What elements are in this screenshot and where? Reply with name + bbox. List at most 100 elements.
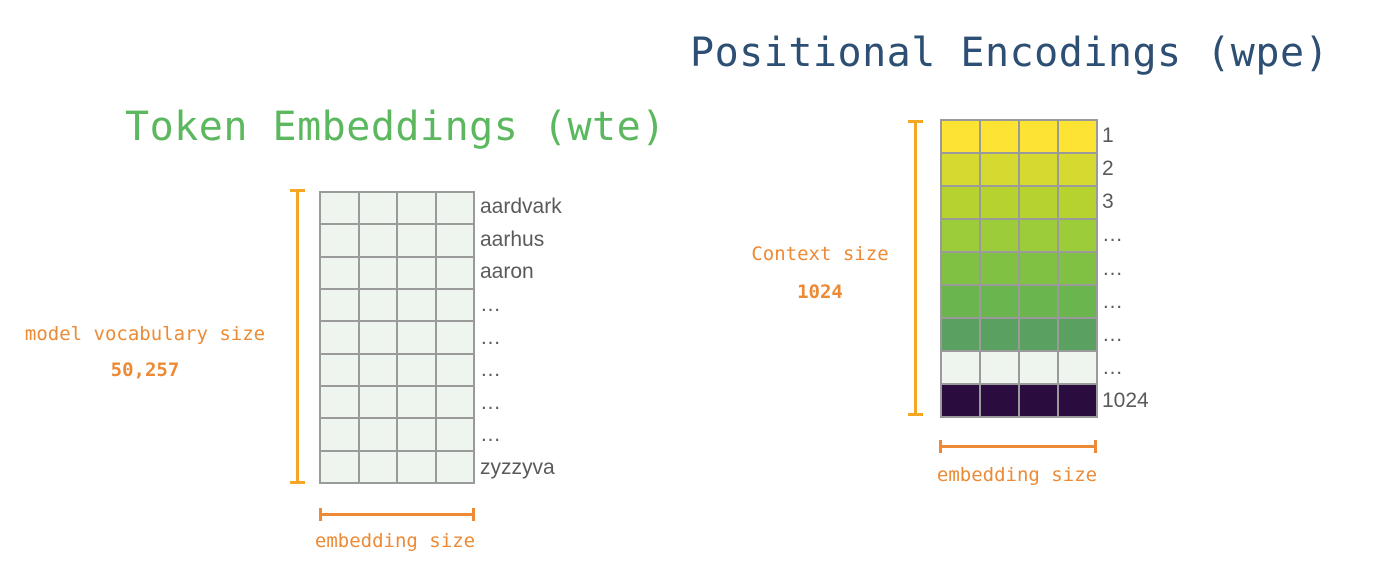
wpe-cell [1058,318,1097,351]
wte-cell [397,353,436,386]
wte-cell [358,385,397,419]
wte-cell [435,353,474,386]
wte-cell [358,418,397,451]
wte-cell [320,450,359,483]
vocab-size-value: 50,257 [110,359,180,381]
context-size-value: 1024 [797,281,843,303]
wpe-cell [980,186,1019,219]
wte-cell [397,321,436,354]
wte-cell [320,385,359,419]
wpe-cell [1019,252,1058,285]
vocab-size-label: model vocabulary size [24,323,266,345]
token-label: zyzzyva [480,455,555,479]
wte-cell [397,288,436,322]
token-label: aarhus [480,227,545,251]
wpe-cell [1019,351,1058,384]
wte-cell [358,192,397,225]
wpe-cell [980,318,1019,351]
position-label: … [1102,223,1123,247]
wte-cell [320,418,359,451]
wte-cell [320,256,359,289]
wpe-cell [941,384,980,417]
wte-embedding-size-bracket-cap-right [472,508,475,521]
wpe-cell [1058,153,1097,186]
wpe-cell [1058,219,1097,252]
wpe-cell [941,153,980,186]
wpe-cell [941,285,980,318]
wte-cell [397,450,436,483]
wte-cell [397,224,436,257]
position-label: … [1102,289,1123,313]
wte-cell [435,418,474,451]
wte-embedding-size-bracket-cap-left [319,508,322,521]
wte-cell [397,192,436,225]
vocab-size-bracket-cap-top [290,189,305,192]
token-label: … [480,292,501,316]
wpe-cell [1058,285,1097,318]
token-label: aaron [480,260,534,284]
wte-cell [358,224,397,257]
wpe-cell [980,285,1019,318]
context-size-bracket [914,120,917,416]
wpe-embedding-size-bracket-cap-right [1094,440,1097,453]
wte-cell [435,450,474,483]
wpe-embedding-size-bracket [941,445,1097,448]
wpe-cell [1058,120,1097,153]
wpe-cell [941,318,980,351]
position-label: … [1102,256,1123,280]
context-size-bracket-cap-top [908,120,923,123]
wte-cell [358,353,397,386]
wte-cell [320,288,359,322]
context-size-bracket-cap-bottom [908,413,923,416]
wte-cell [397,256,436,289]
wpe-cell [941,120,980,153]
wpe-cell [941,219,980,252]
wpe-embedding-size-label: embedding size [936,464,1098,486]
wte-cell [358,450,397,483]
wte-cell [320,353,359,386]
wpe-cell [980,384,1019,417]
wpe-cell [1019,384,1058,417]
wpe-cell [1019,318,1058,351]
vocab-size-bracket-cap-bottom [290,481,305,484]
position-label: 1024 [1102,389,1149,413]
token-label: … [480,390,501,414]
context-size-label: Context size [751,243,889,265]
wpe-cell [1058,252,1097,285]
wte-cell [435,288,474,322]
wpe-cell [1058,351,1097,384]
wpe-cell [1058,384,1097,417]
position-label: 2 [1102,156,1114,180]
wte-cell [397,385,436,419]
wte-cell [320,321,359,354]
wpe-cell [1019,285,1058,318]
wpe-cell [980,120,1019,153]
token-label: … [480,358,501,382]
wte-cell [358,288,397,322]
token-label: … [480,423,501,447]
position-label: … [1102,322,1123,346]
wpe-cell [980,153,1019,186]
wpe-cell [1019,120,1058,153]
wte-cell [435,224,474,257]
wpe-cell [1019,186,1058,219]
token-label: … [480,325,501,349]
wpe-cell [980,219,1019,252]
wte-cell [397,418,436,451]
wte-cell [358,256,397,289]
positional-encoding-matrix [940,119,1098,418]
wte-cell [320,192,359,225]
wpe-cell [1019,153,1058,186]
wpe-cell [980,252,1019,285]
wte-cell [320,224,359,257]
wte-cell [435,192,474,225]
position-label: … [1102,356,1123,380]
wpe-cell [1019,219,1058,252]
wte-cell [435,321,474,354]
wte-cell [358,321,397,354]
wte-embedding-size-bracket [320,513,475,516]
wpe-cell [941,252,980,285]
token-embedding-matrix [319,191,475,484]
wpe-cell [941,351,980,384]
wpe-cell [941,186,980,219]
